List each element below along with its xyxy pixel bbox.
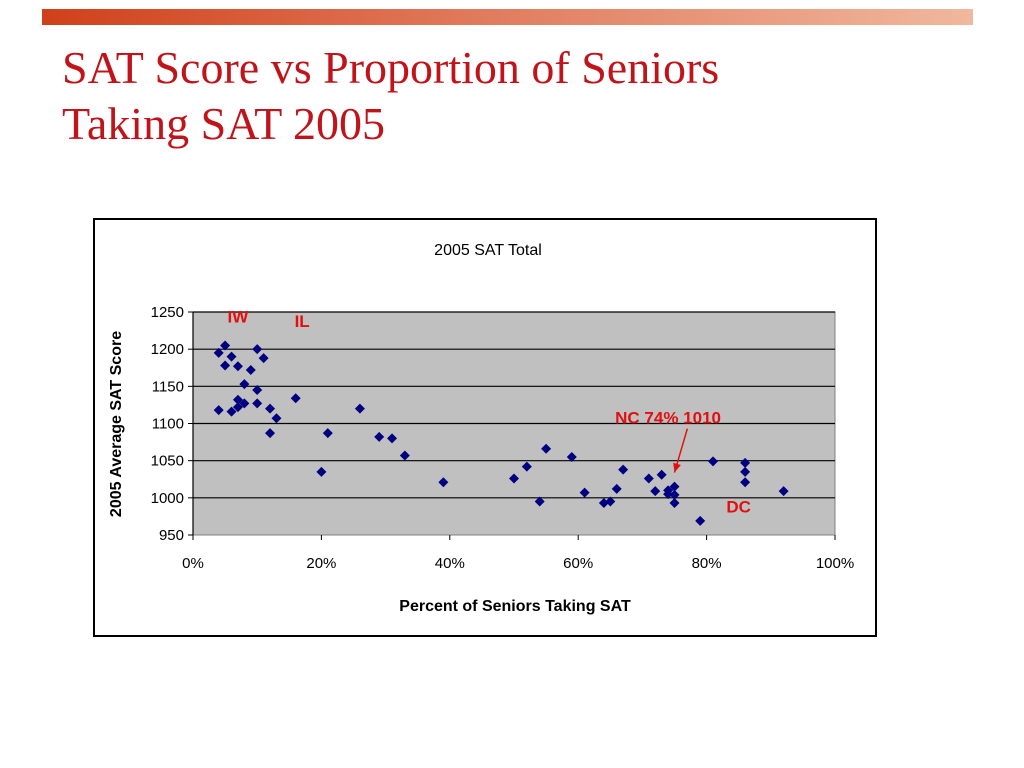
data-point (438, 477, 449, 488)
data-point (213, 347, 224, 358)
slide-title-line1: SAT Score vs Proportion of Seniors (62, 42, 720, 93)
data-point (579, 487, 590, 498)
grid-lines (188, 311, 836, 540)
data-point (399, 450, 410, 461)
data-point (656, 469, 667, 480)
y-tick-labels: 950 1000 1050 1100 1150 1200 1250 (151, 304, 184, 544)
data-point (643, 473, 654, 484)
data-point (708, 456, 719, 467)
y-axis-title: 2005 Average SAT Score (108, 331, 125, 517)
x-tick-label: 100% (816, 555, 854, 572)
data-point (541, 443, 552, 454)
data-point (245, 364, 256, 375)
y-tick-label: 1000 (151, 490, 184, 507)
data-point (663, 489, 674, 500)
y-tick-label: 1200 (151, 341, 184, 358)
data-point (226, 351, 237, 362)
x-tick-label: 40% (435, 555, 465, 572)
data-point (271, 413, 282, 424)
data-point (740, 466, 751, 477)
data-point (669, 481, 680, 492)
data-point (778, 486, 789, 497)
data-point (509, 473, 519, 484)
data-point (605, 496, 616, 507)
data-point (290, 393, 301, 404)
slide-title-line2: Taking SAT 2005 (62, 98, 386, 149)
y-tick-label: 1050 (151, 453, 184, 470)
chart-title: 2005 SAT Total (434, 242, 542, 259)
chart-frame: 2005 SAT Total 950 1000 1050 1100 1150 1200 12… (93, 218, 877, 637)
x-tick-label: 60% (563, 555, 593, 572)
x-tick-label: 20% (306, 555, 336, 572)
x-tick-label: 80% (692, 555, 722, 572)
annotations: IW IL NC 74% 1010 DC (228, 307, 751, 516)
data-point (226, 406, 237, 417)
data-point (322, 428, 333, 439)
data-point (232, 361, 243, 372)
y-tick-label: 1100 (152, 416, 184, 433)
annotation-label: IL (295, 312, 310, 331)
data-point (252, 398, 263, 409)
data-point (521, 461, 532, 472)
data-point (695, 515, 706, 526)
data-point (316, 466, 327, 477)
x-axis-title: Percent of Seniors Taking SAT (399, 598, 631, 615)
data-point (265, 428, 276, 439)
data-point (618, 464, 629, 475)
annotation-arrow-head (673, 462, 681, 473)
data-points (213, 340, 789, 526)
data-point (669, 498, 680, 509)
data-point (239, 398, 250, 409)
data-point (232, 394, 243, 405)
data-point (611, 483, 622, 494)
data-point (213, 405, 224, 416)
y-tick-label: 1250 (151, 304, 184, 321)
data-point (252, 385, 263, 396)
data-point (232, 402, 243, 413)
annotation-label: NC 74% 1010 (615, 409, 721, 428)
y-tick-label: 1150 (152, 378, 184, 395)
data-point (258, 353, 269, 364)
slide-title: SAT Score vs Proportion of Seniors Takin… (62, 40, 962, 152)
scatter-chart: 2005 SAT Total 950 1000 1050 1100 1150 1200 12… (108, 242, 854, 615)
data-point (740, 477, 751, 488)
data-point (265, 403, 276, 414)
x-tick-labels: 0% 20% 40% 60% 80% 100% (182, 555, 854, 572)
data-point (669, 489, 680, 500)
data-point (239, 379, 250, 390)
data-point (650, 486, 661, 497)
data-point (354, 403, 365, 414)
data-point (374, 431, 385, 442)
annotation-label: IW (228, 307, 250, 326)
data-point (387, 433, 398, 444)
top-accent-bar (42, 9, 973, 25)
y-tick-label: 950 (159, 527, 184, 544)
data-point (740, 457, 751, 468)
data-point (220, 360, 231, 371)
data-point (566, 451, 577, 462)
annotation-label: DC (726, 498, 751, 517)
x-tick-label: 0% (182, 555, 204, 572)
data-point (534, 496, 545, 507)
data-point (252, 344, 263, 355)
data-point (220, 340, 231, 351)
